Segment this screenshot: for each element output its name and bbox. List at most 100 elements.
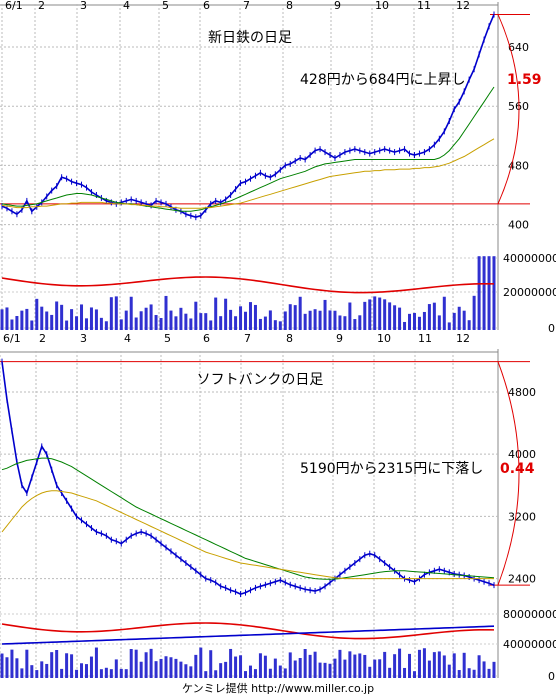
volume-bar [159,318,163,330]
volume-bar [55,650,59,678]
volume-bar [65,320,69,330]
volume-bar [239,655,243,678]
volume-bar [358,653,362,678]
volume-bar [35,670,39,678]
month-tick-label: 3 [80,332,87,345]
volume-bar [89,656,93,678]
volume-bar [253,304,257,330]
volume-ma-red [1,622,495,640]
volume-bar [84,664,88,678]
volume-bar [422,311,426,330]
price-tick-label: 2400 [508,573,536,586]
volume-bar [149,648,153,678]
volume-bar [179,307,183,330]
volume-bar [308,654,312,678]
volume-bar [104,667,108,678]
volume-bar [10,319,14,330]
volume-bar [452,312,456,330]
volume-bar [273,658,277,678]
volume-bar [442,296,446,330]
volume-bar [323,299,327,330]
volume-bar [89,307,93,330]
volume-bar [80,304,84,330]
month-tick-label: 10 [377,332,391,345]
volume-bar [189,666,193,678]
volume-bar [482,256,486,330]
volume-bar [0,653,4,678]
volume-bar [378,297,382,330]
volume-bar [40,661,44,678]
volume-bar [318,310,322,330]
month-tick-label: 7 [243,0,250,12]
volume-bar [20,310,24,330]
volume-tick-label: 0 [548,322,555,335]
chart2-annotation: 5190円から2315円に下落し [300,461,483,477]
price-line [1,361,495,595]
volume-bar [293,305,297,330]
volume-bar [199,647,203,678]
price-tick-label: 480 [508,159,529,172]
volume-bar [229,648,233,678]
volume-bar [214,670,218,678]
volume-bar [25,308,29,330]
moving-average-short [1,86,495,212]
volume-bar [104,321,108,330]
volume-bar [15,316,19,330]
volume-bar [353,654,357,678]
volume-bar [248,302,252,330]
month-tick-label: 4 [123,0,130,12]
volume-bar [268,310,272,330]
volume-bar [348,302,352,330]
volume-bar [447,664,451,678]
price-tick-label: 4000 [508,448,536,461]
moving-average-short [1,457,495,580]
volume-bar [472,669,476,678]
volume-bar [99,669,103,678]
month-tick-label: 12 [456,0,470,12]
volume-bar [25,649,29,678]
volume-bar [239,306,243,330]
volume-bar [388,302,392,330]
volume-bar [417,649,421,678]
volume-bar [35,298,39,330]
volume-bar [437,315,441,330]
volume-bar [258,318,262,330]
volume-bar [492,661,496,678]
chart2-ratio: 0.44 [500,461,535,477]
month-tick-label: 2 [39,332,46,345]
volume-bar [94,647,98,678]
volume-bar [164,656,168,678]
volume-bar [179,661,183,678]
month-tick-label: 5 [164,332,171,345]
volume-bar [383,299,387,330]
volume-bar [467,320,471,330]
moving-average-long [1,138,495,209]
volume-bar [472,295,476,330]
month-tick-label: 9 [334,0,341,12]
volume-bar [487,256,491,330]
volume-bar [194,654,198,678]
change-bracket [497,14,520,205]
volume-bar [124,310,128,330]
volume-bar [129,649,133,678]
volume-bar [20,668,24,678]
volume-bar [308,310,312,330]
volume-bar [363,301,367,330]
volume-bar [303,649,307,678]
volume-bar [169,657,173,678]
volume-bar [398,648,402,678]
volume-bar [492,256,496,330]
volume-bar [403,667,407,678]
volume-bar [283,311,287,330]
volume-bar [65,653,69,678]
volume-tick-label: 80000000 [503,608,556,621]
volume-bar [154,315,158,330]
month-tick-label: 11 [417,0,431,12]
volume-bar [298,296,302,330]
volume-bar [457,670,461,678]
volume-bar [303,313,307,330]
volume-bar [209,320,213,330]
volume-bar [244,311,248,330]
footer-credit: ケンミレ提供 http://www.miller.co.jp [182,681,374,695]
volume-bar [204,313,208,330]
